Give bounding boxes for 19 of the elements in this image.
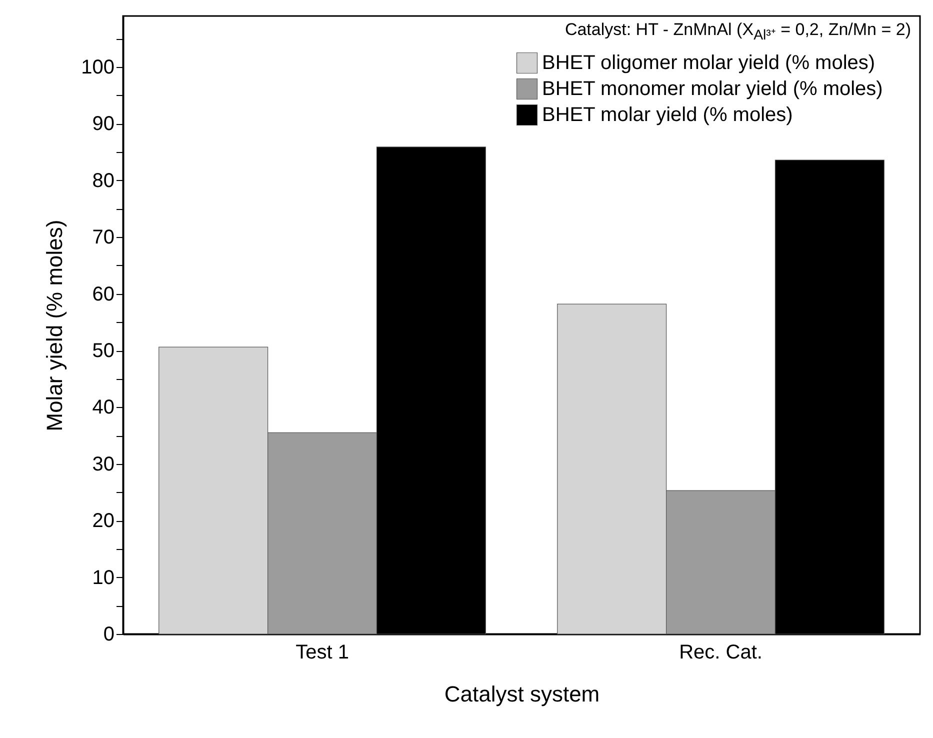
legend-label: BHET monomer molar yield (% moles): [542, 78, 883, 100]
y-tick-label: 100: [81, 56, 114, 79]
x-tick-label: Rec. Cat.: [679, 642, 762, 664]
y-tick-label: 20: [92, 510, 114, 532]
y-tick-label: 50: [92, 340, 114, 362]
legend-title: Catalyst: HT - ZnMnAl (X$_{Al³⁺}$ = 0,2, Zn/Mn = 2): [564, 20, 911, 44]
legend-label: BHET oligomer molar yield (% moles): [542, 52, 876, 74]
y-tick-label: 0: [103, 624, 114, 646]
legend-label: BHET molar yield (% moles): [542, 104, 793, 126]
y-tick-label: 30: [92, 453, 114, 476]
y-tick-label: 90: [92, 113, 114, 136]
x-axis-title: Catalyst system: [444, 682, 600, 706]
y-tick-label: 80: [92, 170, 114, 192]
y-tick-label: 60: [92, 283, 114, 306]
y-tick-label: 40: [92, 396, 114, 419]
y-tick-label: 10: [92, 566, 114, 589]
x-tick-label: Test 1: [296, 642, 349, 664]
y-tick-label: 70: [92, 226, 114, 249]
y-axis-title: Molar yield (% moles): [42, 220, 68, 432]
